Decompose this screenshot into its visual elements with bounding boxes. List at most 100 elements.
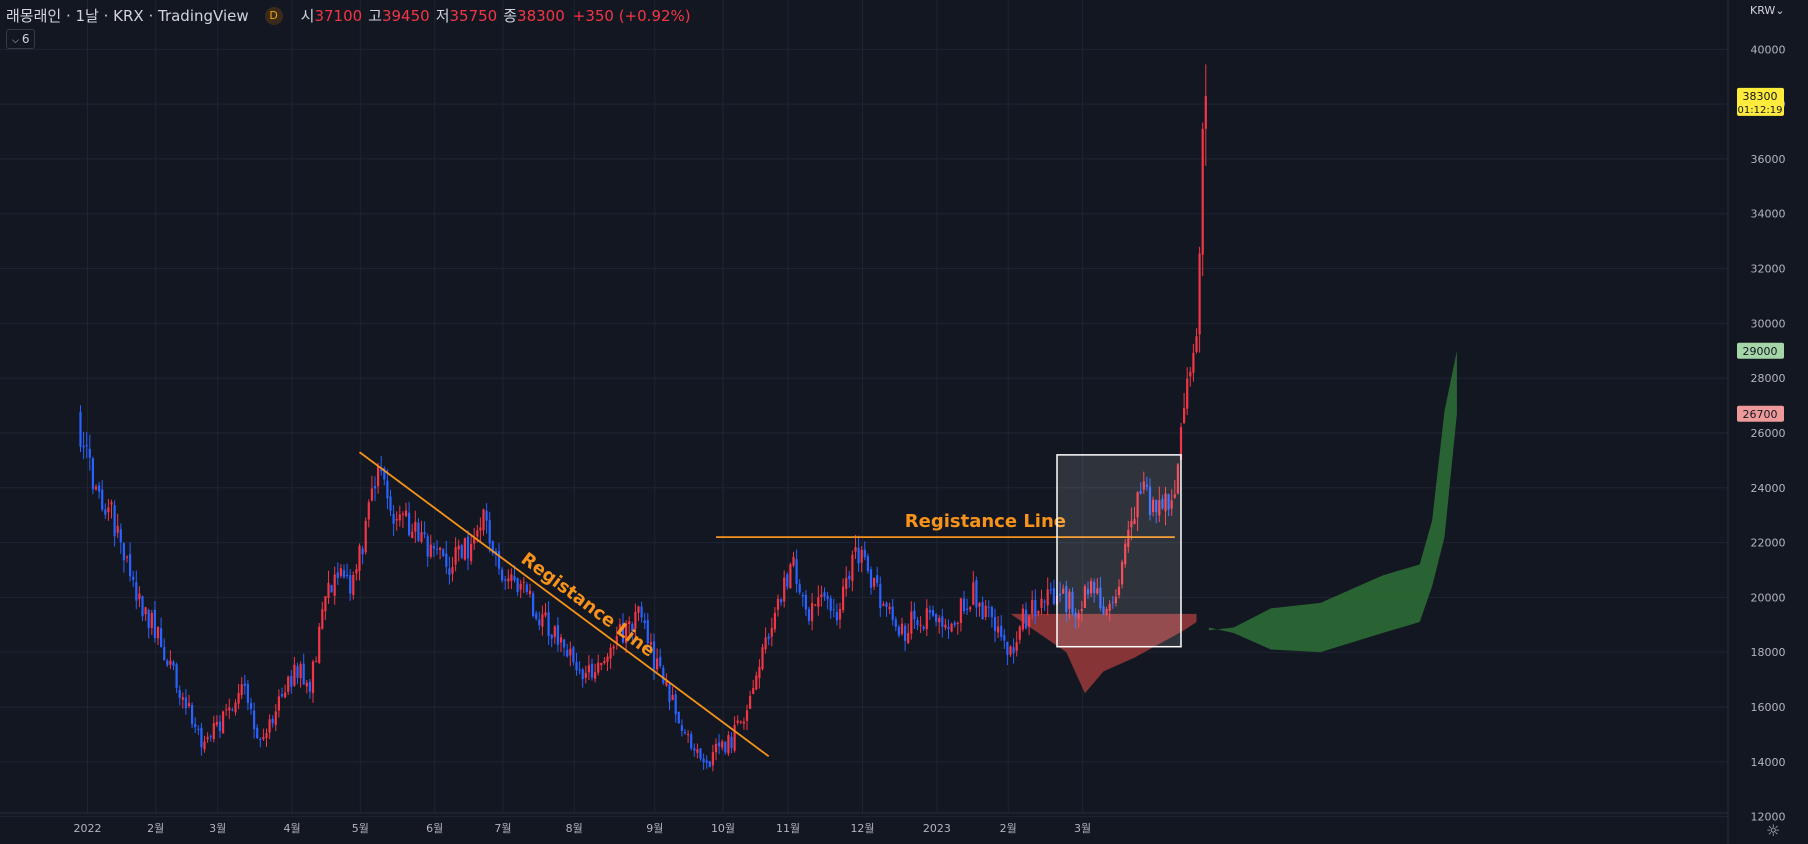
candle-body [1142, 481, 1145, 490]
symbol-header: 래몽래인 · 1날 · KRX · TradingView D 시 37100 고… [6, 5, 691, 26]
candle-body [1133, 519, 1136, 525]
span-a-label-background [1737, 342, 1784, 359]
close-label: 종 [503, 7, 518, 25]
candle-body [696, 749, 699, 753]
candle-body [600, 662, 603, 666]
candle-body [646, 620, 649, 644]
candle-body [584, 672, 587, 678]
candle-body [863, 549, 866, 558]
candle-body [256, 727, 259, 739]
candle-body [426, 536, 429, 557]
candle-body [764, 637, 767, 650]
candle-body [904, 625, 907, 641]
candle-body [597, 662, 600, 673]
candle-body [609, 647, 612, 659]
candle-body [237, 692, 240, 704]
gear-icon[interactable]: ☼ [1766, 821, 1781, 840]
symbol-title[interactable]: 래몽래인 · 1날 · KRX · TradingView [6, 7, 249, 25]
candle-body [1021, 608, 1024, 630]
price-axis[interactable]: 12000 14000 16000 18000 20000 22000 24000 26000… [1727, 0, 1808, 844]
candle-body [845, 577, 848, 589]
candle-body [501, 569, 504, 581]
candle-body [420, 532, 423, 542]
candle-body [718, 742, 721, 747]
candle-body [274, 711, 277, 725]
candle-body [1059, 593, 1062, 596]
y-tick-label: 12000 [1751, 811, 1786, 824]
candle-body [1155, 499, 1158, 513]
candle-body [259, 738, 262, 740]
low-label: 저 [435, 7, 450, 25]
candle-body [1130, 521, 1133, 528]
candle-body [776, 598, 780, 610]
candle-body [559, 637, 563, 643]
candle-body [470, 543, 473, 562]
candle-body [175, 664, 178, 688]
candle-body [457, 545, 460, 550]
candle-body [1127, 529, 1130, 547]
candle-body [377, 466, 380, 487]
candle-body [172, 661, 175, 666]
candle-body [860, 550, 863, 563]
candle-body [349, 575, 352, 594]
candle-body [885, 602, 888, 607]
candle-body [1046, 589, 1049, 606]
candle-body [327, 582, 330, 599]
x-tick-label: 3월 [1074, 822, 1091, 835]
indicators-toggle-button[interactable]: ⌵ 6 [6, 29, 36, 49]
candle-body [398, 514, 401, 521]
candle-body [727, 735, 730, 754]
candle-body [463, 538, 466, 560]
time-axis[interactable]: 2022 2월 3월 4월 5월 6월 7월 8월 9월 10월 11월 12월 2023 2월 3월 [0, 812, 1728, 835]
candle-body [749, 696, 752, 709]
candle-body [1096, 588, 1099, 594]
candle-body [138, 593, 141, 600]
y-tick-label: 14000 [1751, 756, 1786, 769]
candle-body [910, 611, 913, 634]
candle-body [866, 556, 869, 572]
resistance-line-label: Registance Line [905, 511, 1066, 532]
candle-body [287, 676, 290, 692]
candle-body [315, 661, 318, 663]
candle-body [789, 564, 792, 589]
last-price-label-background [1737, 87, 1784, 116]
candle-body [277, 696, 280, 711]
candle-body [535, 613, 538, 619]
candle-body [888, 606, 891, 610]
candle-body [1164, 493, 1167, 512]
candle-body [814, 604, 817, 606]
candle-body [352, 574, 355, 596]
candle-body [962, 598, 966, 612]
candle-body [1074, 612, 1077, 618]
candle-body [439, 547, 442, 550]
candle-body [305, 682, 308, 687]
candle-body [1179, 427, 1183, 461]
x-tick-label: 10월 [711, 822, 735, 835]
y-tick-label: 24000 [1751, 482, 1786, 495]
candle-body [919, 624, 922, 626]
last-price-label-countdown: 01:12:19 [1738, 105, 1783, 116]
currency-selector[interactable]: KRW⌄ [1750, 4, 1785, 17]
candle-body [807, 609, 811, 621]
candle-body [197, 728, 200, 730]
candle-body [628, 621, 631, 625]
candle-body [680, 725, 683, 732]
candle-body [1043, 601, 1046, 603]
x-tick-label: 7월 [494, 822, 511, 835]
candle-body [656, 658, 659, 670]
candle-body [1031, 600, 1034, 614]
candle-body [966, 608, 969, 611]
candle-body [448, 568, 451, 575]
candle-body [1121, 561, 1124, 585]
candle-body [978, 603, 981, 607]
candle-body [510, 574, 513, 581]
candle-body [631, 623, 634, 632]
candle-body [284, 692, 287, 698]
candle-body [541, 614, 544, 627]
candle-body [522, 581, 525, 583]
candle-body [891, 606, 894, 620]
candle-body [981, 602, 984, 620]
candle-body [1052, 588, 1055, 605]
candle-body [85, 445, 88, 447]
